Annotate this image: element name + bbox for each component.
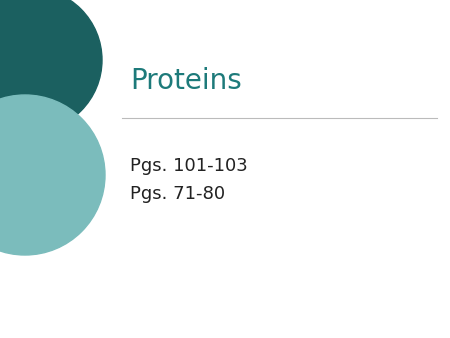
- Text: Pgs. 71-80: Pgs. 71-80: [130, 185, 225, 203]
- Ellipse shape: [0, 95, 105, 255]
- Ellipse shape: [0, 0, 102, 132]
- Text: Pgs. 101-103: Pgs. 101-103: [130, 157, 248, 175]
- Text: Proteins: Proteins: [130, 67, 242, 95]
